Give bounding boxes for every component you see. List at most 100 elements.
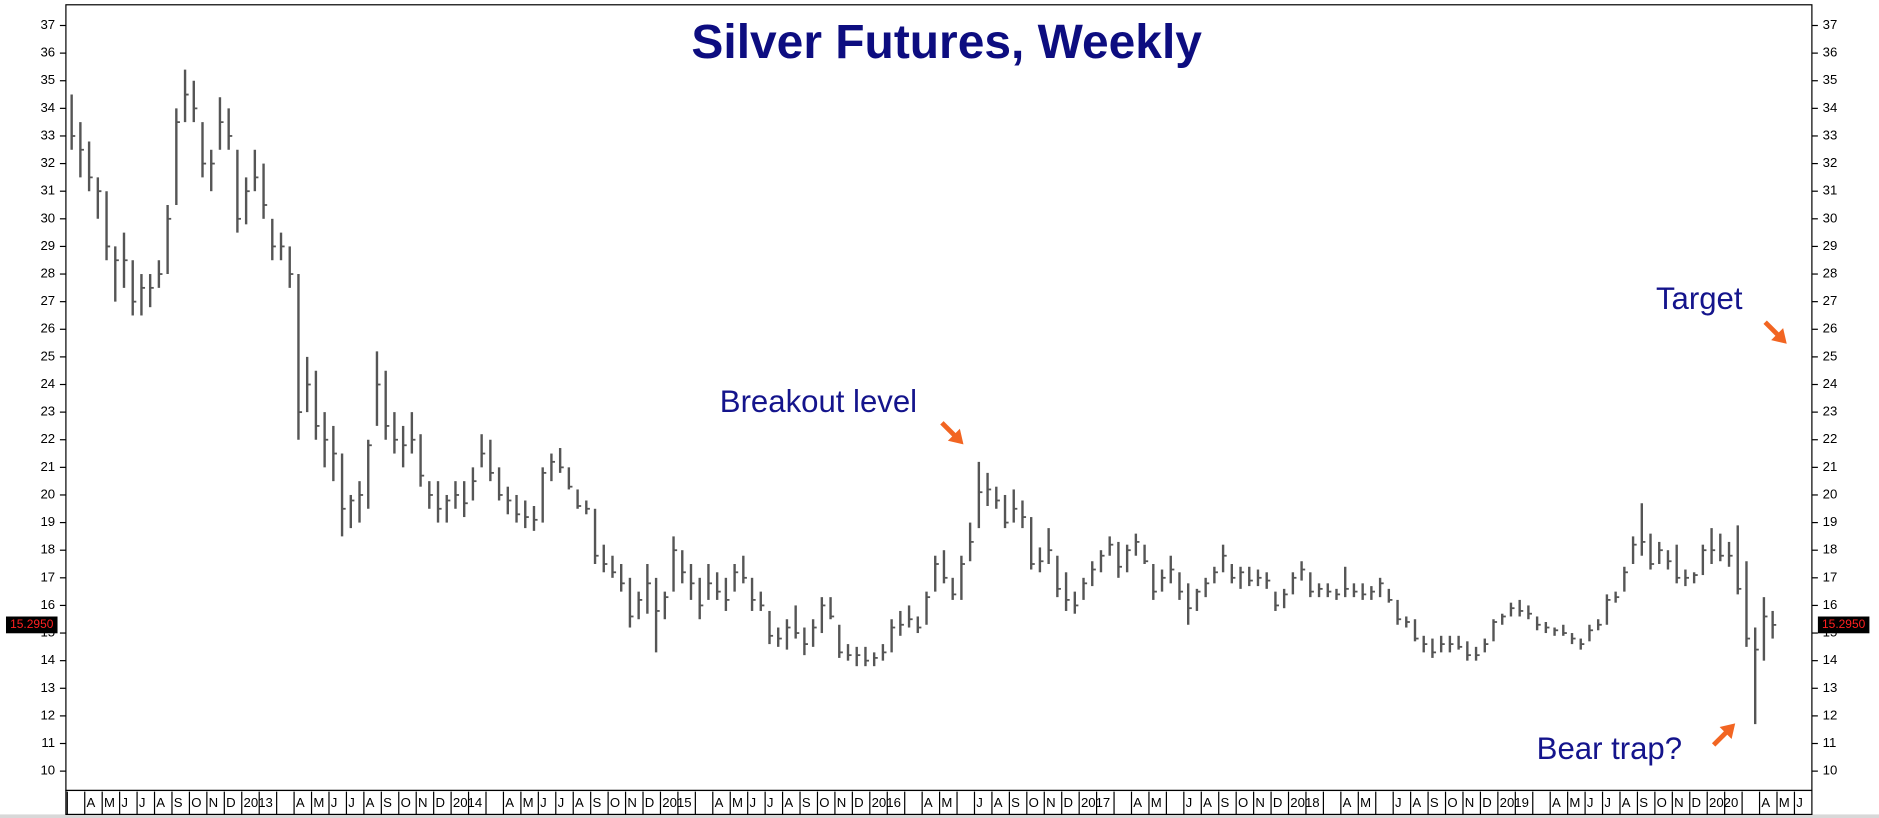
x-tick-label: A bbox=[296, 795, 305, 810]
x-tick-label: J bbox=[767, 795, 774, 810]
y-tick-label: 19 bbox=[1823, 514, 1838, 529]
y-tick-label: 32 bbox=[1823, 155, 1838, 170]
y-tick-label: 32 bbox=[40, 155, 55, 170]
x-tick-label: N bbox=[837, 795, 847, 810]
y-tick-label: 20 bbox=[40, 486, 55, 501]
y-tick-label: 37 bbox=[1823, 17, 1838, 32]
y-tick-label: 21 bbox=[40, 459, 55, 474]
bars bbox=[70, 69, 1777, 725]
x-tick-label: M bbox=[1360, 795, 1371, 810]
x-tick-label: O bbox=[1447, 795, 1457, 810]
x-tick-label: O bbox=[610, 795, 620, 810]
x-tick-label: A bbox=[156, 795, 165, 810]
x-tick-label: D bbox=[1482, 795, 1492, 810]
x-tick-label: D bbox=[854, 795, 864, 810]
x-tick-label: A bbox=[1761, 795, 1770, 810]
x-tick-label: J bbox=[348, 795, 355, 810]
y-tick-label: 28 bbox=[40, 266, 55, 281]
x-tick-label: J bbox=[139, 795, 146, 810]
x-tick-label: O bbox=[1238, 795, 1248, 810]
x-tick-label: M bbox=[732, 795, 743, 810]
y-tick-label: 35 bbox=[1823, 72, 1838, 87]
y-tick-label: 26 bbox=[40, 321, 55, 336]
x-tick-label: M bbox=[941, 795, 952, 810]
x-tick-label: 2018 bbox=[1290, 795, 1319, 810]
x-tick-label: D bbox=[226, 795, 236, 810]
x-tick-label: M bbox=[104, 795, 115, 810]
x-tick-label: 2020 bbox=[1709, 795, 1738, 810]
x-tick-label: J bbox=[749, 795, 756, 810]
x-tick-label: A bbox=[1133, 795, 1142, 810]
x-tick-label: N bbox=[627, 795, 637, 810]
x-tick-label: 2014 bbox=[453, 795, 482, 810]
x-tick-label: J bbox=[1604, 795, 1611, 810]
x-tick-label: J bbox=[558, 795, 565, 810]
x-tick-label: M bbox=[313, 795, 324, 810]
last-price-box bbox=[5, 616, 58, 634]
x-tick-label: 2017 bbox=[1081, 795, 1110, 810]
y-tick-label: 14 bbox=[1823, 652, 1838, 667]
x-tick-label: A bbox=[1412, 795, 1421, 810]
x-tick-label: A bbox=[924, 795, 933, 810]
y-tick-label: 29 bbox=[1823, 238, 1838, 253]
x-tick-label: O bbox=[401, 795, 411, 810]
chart-title: Silver Futures, Weekly bbox=[691, 16, 1202, 69]
x-tick-label: S bbox=[383, 795, 392, 810]
y-tick-label: 27 bbox=[1823, 293, 1838, 308]
x-tick-label: S bbox=[802, 795, 811, 810]
x-tick-label: N bbox=[209, 795, 219, 810]
x-tick-label: J bbox=[1395, 795, 1402, 810]
arrow bbox=[1763, 320, 1787, 344]
annotation: Bear trap? bbox=[1537, 731, 1682, 766]
arrows bbox=[940, 320, 1787, 747]
arrow bbox=[940, 421, 964, 445]
y-tick-label: 25 bbox=[40, 348, 55, 363]
x-tick-label: S bbox=[592, 795, 601, 810]
x-axis: 2AMJJASOND2013AMJJASOND2014AMJJASOND2015… bbox=[66, 791, 1803, 815]
x-tick-label: N bbox=[418, 795, 428, 810]
y-tick-label: 17 bbox=[40, 569, 55, 584]
y-tick-label: 31 bbox=[40, 183, 55, 198]
y-tick-label: 34 bbox=[40, 100, 55, 115]
y-tick-label: 29 bbox=[40, 238, 55, 253]
x-tick-label: J bbox=[1186, 795, 1193, 810]
y-tick-label: 26 bbox=[1823, 321, 1838, 336]
y-tick-label: 37 bbox=[40, 17, 55, 32]
y-tick-label: 13 bbox=[1823, 680, 1838, 695]
annotation: Breakout level bbox=[720, 384, 917, 419]
x-tick-label: N bbox=[1046, 795, 1056, 810]
y-tick-label: 13 bbox=[40, 680, 55, 695]
y-tick-label: 10 bbox=[40, 763, 55, 778]
y-tick-label: 16 bbox=[1823, 597, 1838, 612]
x-tick-label: A bbox=[87, 795, 96, 810]
x-tick-label: D bbox=[435, 795, 445, 810]
y-tick-label: 23 bbox=[1823, 404, 1838, 419]
x-tick-label: J bbox=[976, 795, 983, 810]
x-tick-label: N bbox=[1255, 795, 1265, 810]
x-tick-label: N bbox=[1465, 795, 1475, 810]
last-price-label: 15.2950 bbox=[10, 617, 54, 631]
x-tick-label: A bbox=[1552, 795, 1561, 810]
y-tick-label: 28 bbox=[1823, 266, 1838, 281]
x-tick-label: 2016 bbox=[872, 795, 901, 810]
x-tick-label: J bbox=[1587, 795, 1594, 810]
y-tick-label: 23 bbox=[40, 404, 55, 419]
x-tick-label: 2013 bbox=[244, 795, 273, 810]
last-price-box bbox=[1817, 616, 1870, 634]
x-tick-label: N bbox=[1674, 795, 1684, 810]
x-tick-label: M bbox=[1779, 795, 1790, 810]
x-tick-label: S bbox=[1430, 795, 1439, 810]
y-tick-label: 12 bbox=[40, 707, 55, 722]
x-tick-label: J bbox=[121, 795, 128, 810]
x-tick-label: D bbox=[1692, 795, 1702, 810]
y-tick-label: 12 bbox=[1823, 707, 1838, 722]
x-tick-label: A bbox=[715, 795, 724, 810]
y-tick-label: 33 bbox=[40, 127, 55, 142]
x-tick-label: A bbox=[1622, 795, 1631, 810]
x-tick-label: O bbox=[819, 795, 829, 810]
x-tick-label: 2015 bbox=[662, 795, 691, 810]
arrow bbox=[1711, 723, 1736, 747]
x-tick-label: M bbox=[1569, 795, 1580, 810]
